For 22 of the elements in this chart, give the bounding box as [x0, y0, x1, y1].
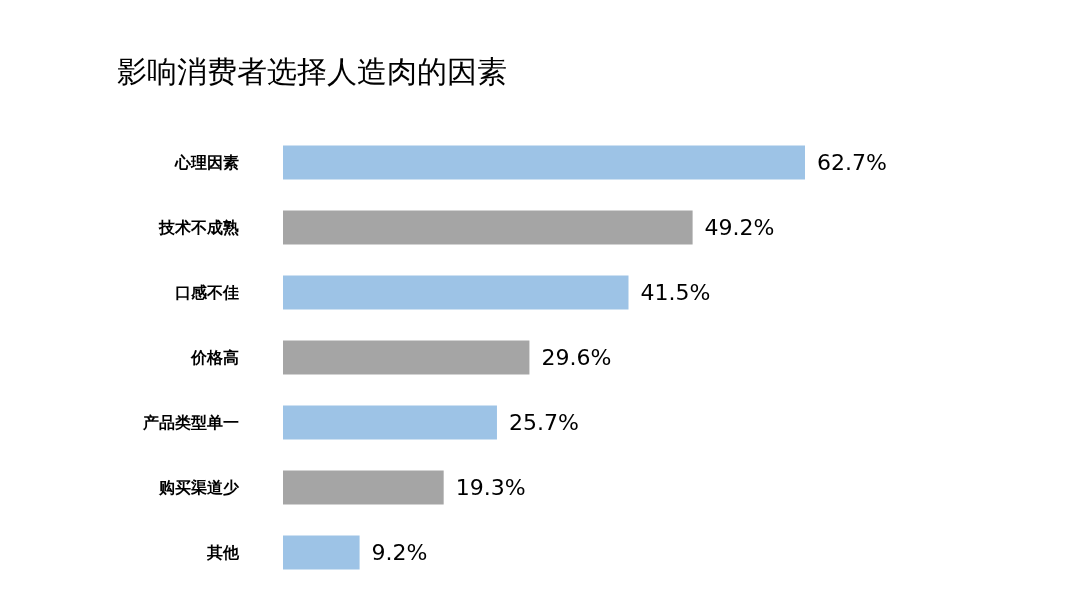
y-tick-label: 购买渠道少: [157, 477, 240, 497]
data-label: 49.2%: [704, 214, 775, 240]
chart-title: 影响消费者选择人造肉的因素: [117, 54, 507, 89]
bar: [283, 405, 497, 440]
y-tick-label: 其他: [205, 542, 240, 562]
bar: [283, 210, 693, 245]
y-tick-label: 口感不佳: [174, 282, 239, 302]
y-tick-label: 产品类型单一: [141, 412, 239, 432]
data-label: 25.7%: [508, 409, 579, 435]
bar: [283, 340, 530, 375]
y-tick-label: 技术不成熟: [157, 217, 239, 237]
y-tick-label: 价格高: [189, 347, 239, 367]
data-label: 19.3%: [455, 474, 526, 500]
data-label: 41.5%: [640, 279, 711, 305]
bar: [283, 470, 444, 505]
y-tick-label: 心理因素: [173, 152, 239, 172]
data-label: 9.2%: [371, 539, 428, 565]
bar: [283, 535, 360, 570]
data-label: 29.6%: [541, 344, 612, 370]
bar: [283, 275, 629, 310]
data-label: 62.7%: [817, 149, 887, 175]
bar: [283, 145, 805, 180]
